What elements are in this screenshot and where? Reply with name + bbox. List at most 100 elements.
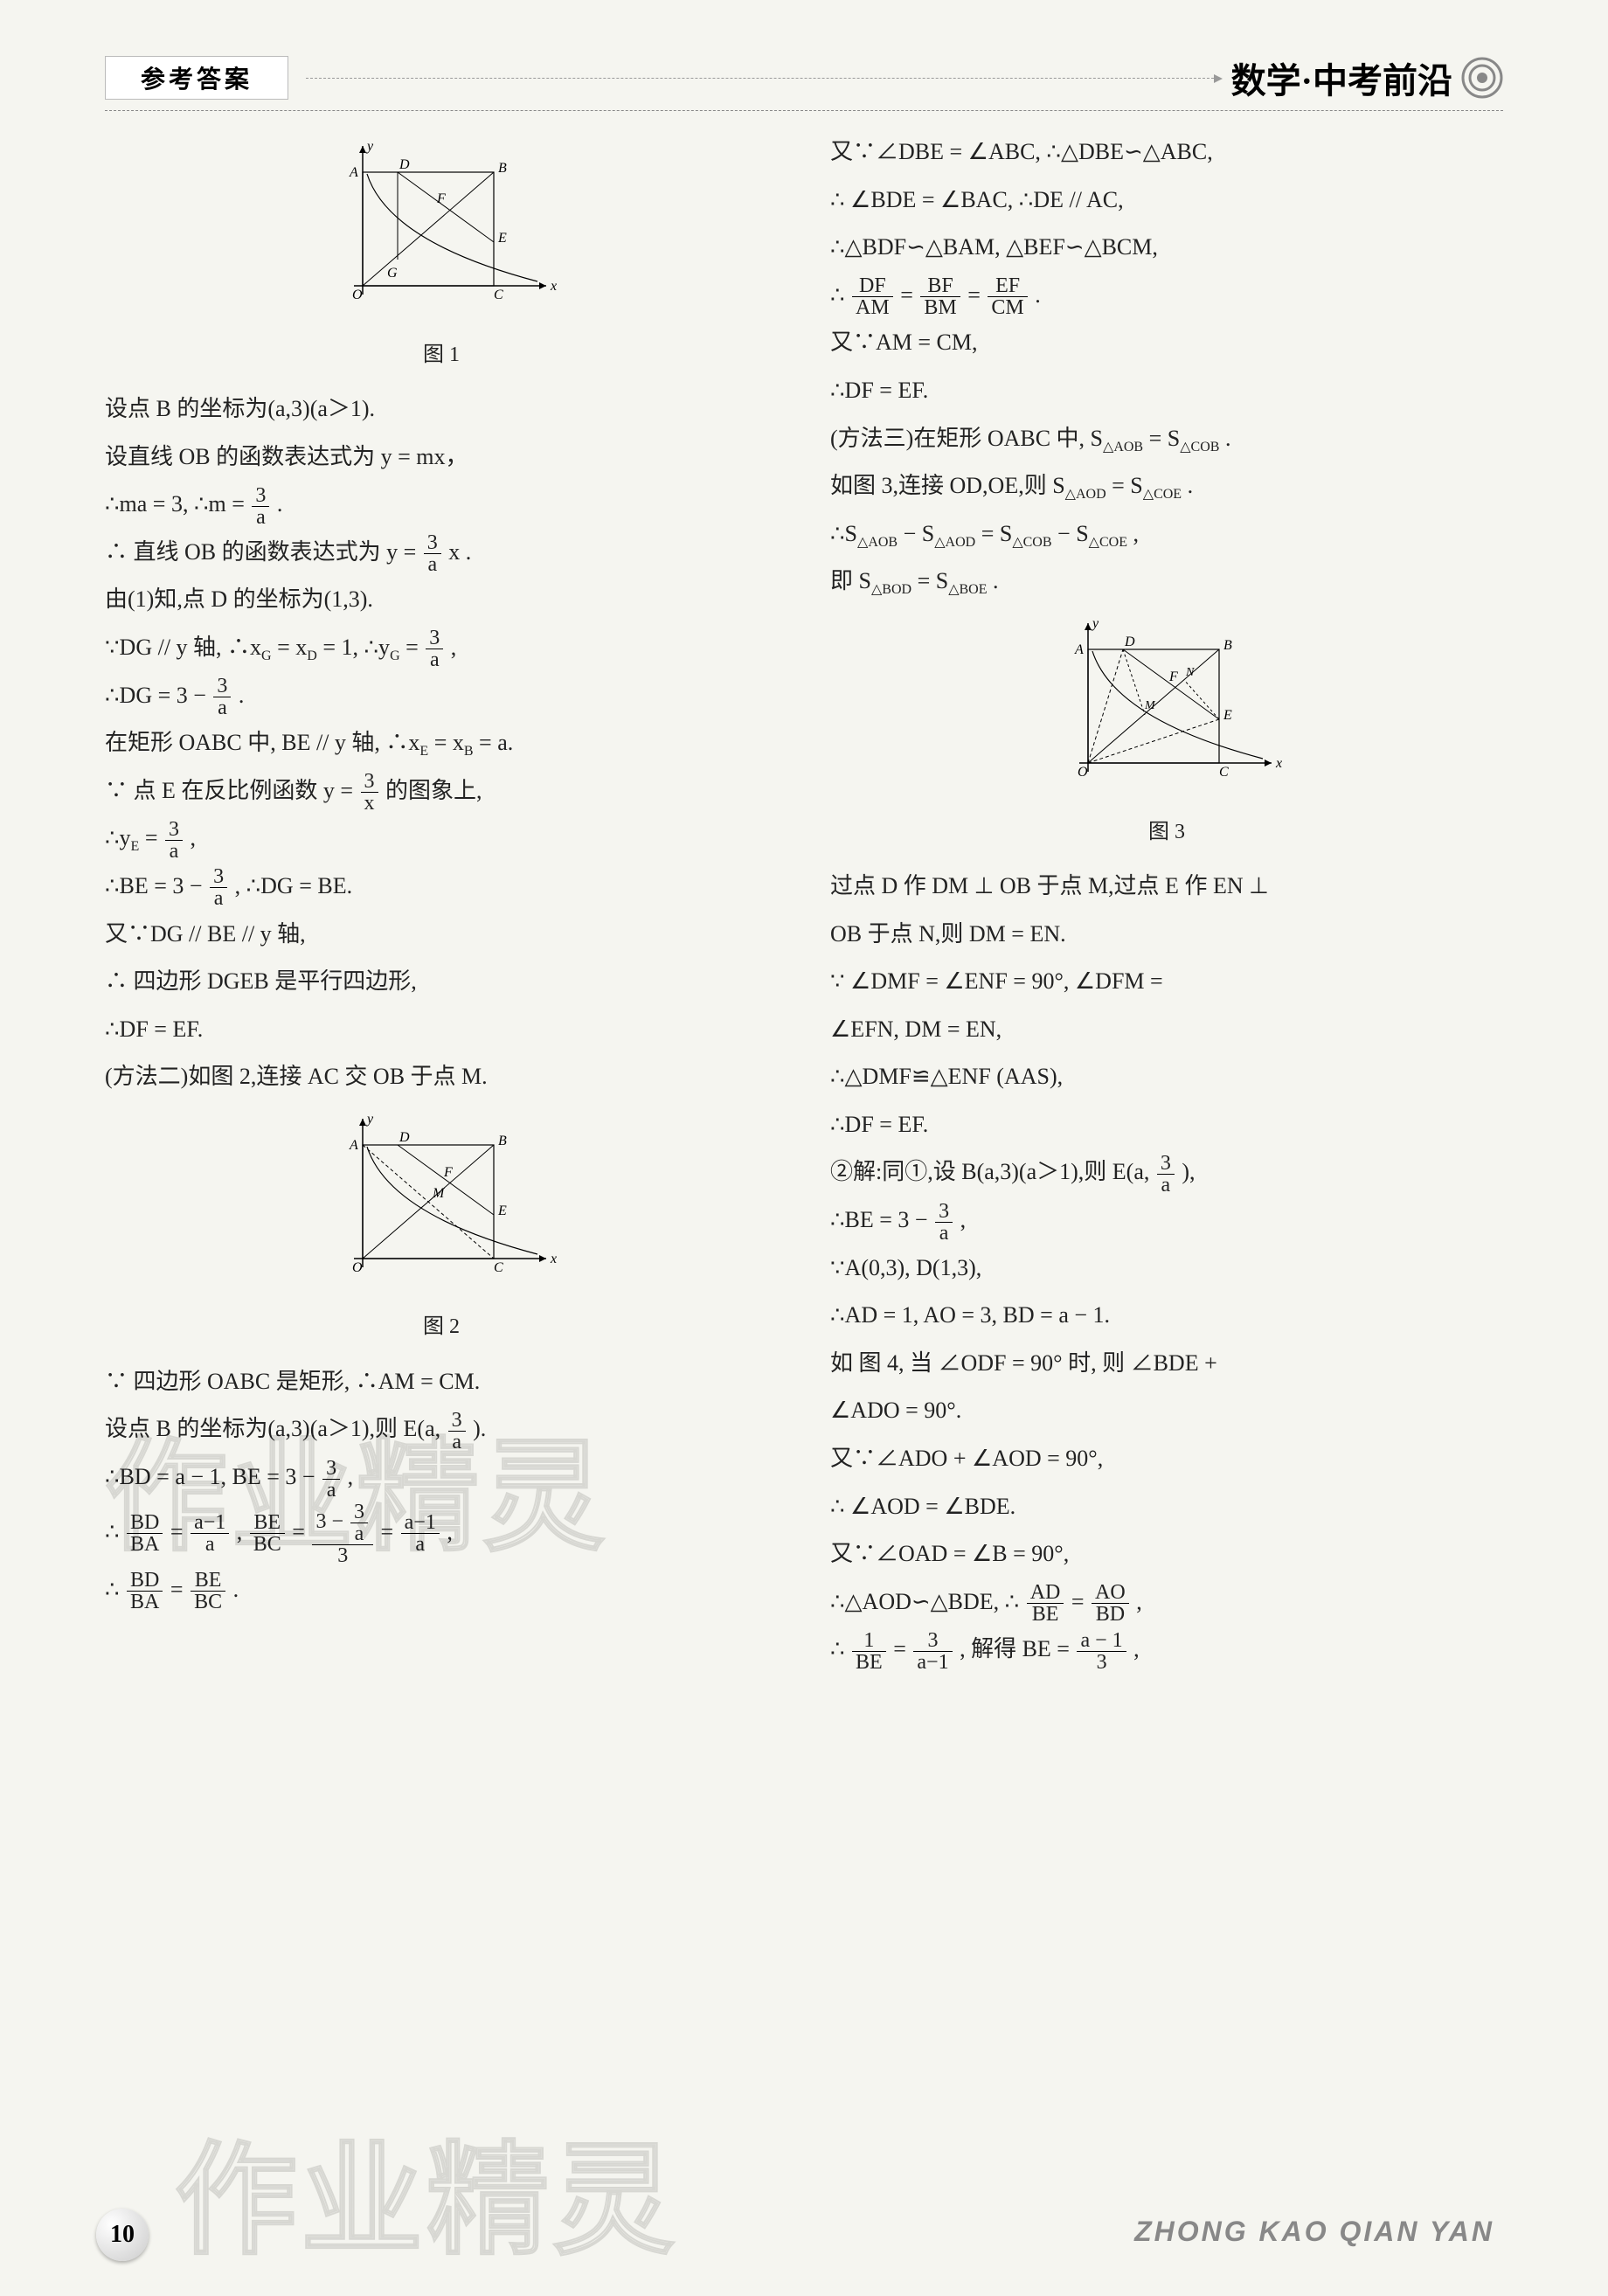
line: ∴ BDBA = a−1a , BEBC = 3 − 3a3 = a−1a , xyxy=(105,1502,778,1566)
line: 由(1)知,点 D 的坐标为(1,3). xyxy=(105,576,778,624)
svg-text:F: F xyxy=(436,191,446,206)
line: ∴△AOD∽△BDE, ∴ ADBE = AOBD , xyxy=(830,1578,1503,1627)
line: ∴AD = 1, AO = 3, BD = a − 1. xyxy=(830,1292,1503,1340)
fraction: 3a xyxy=(252,485,269,528)
figure-3: O x y A B C D E F M N 图 3 xyxy=(830,614,1503,854)
line: ∴BE = 3 − 3a , xyxy=(830,1197,1503,1245)
figure-3-svg: O x y A B C D E F M N xyxy=(1044,614,1289,789)
line: ∴ ∠BDE = ∠BAC, ∴DE // AC, xyxy=(830,177,1503,225)
header-divider xyxy=(306,78,1214,79)
header-topic: ·中考前沿 xyxy=(1301,61,1452,101)
svg-text:M: M xyxy=(1144,699,1156,712)
svg-text:D: D xyxy=(399,1130,410,1145)
svg-text:x: x xyxy=(550,279,557,294)
fraction: 3a xyxy=(448,1410,466,1453)
line: ∴yE = 3a , xyxy=(105,815,778,863)
fraction: 1BE xyxy=(852,1630,886,1673)
line: ∵DG // y 轴, ∴xG = xD = 1, ∴yG = 3a , xyxy=(105,624,778,672)
line: 又∵∠ADO + ∠AOD = 90°, xyxy=(830,1435,1503,1483)
fraction: EFCM xyxy=(988,275,1027,318)
line: (方法三)在矩形 OABC 中, S△AOB = S△COB . xyxy=(830,415,1503,463)
svg-text:F: F xyxy=(1168,669,1178,684)
fraction: a−1a xyxy=(401,1512,440,1555)
line: ∴DF = EF. xyxy=(105,1006,778,1054)
line: 设点 B 的坐标为(a,3)(a＞1). xyxy=(105,385,778,434)
line: ∠EFN, DM = EN, xyxy=(830,1006,1503,1054)
watermark-2: 作业精灵 xyxy=(175,2102,678,2279)
line: ∵ 四边形 OABC 是矩形, ∴AM = CM. xyxy=(105,1358,778,1406)
svg-text:A: A xyxy=(1074,642,1084,657)
svg-text:x: x xyxy=(550,1252,557,1266)
line: ∴△DMF≌△ENF (AAS), xyxy=(830,1053,1503,1101)
fraction: 3a xyxy=(935,1201,953,1244)
figure-1-svg: O x y A B C D E F G xyxy=(319,137,564,312)
line: ∴BE = 3 − 3a , ∴DG = BE. xyxy=(105,863,778,911)
fraction: BEBC xyxy=(250,1512,285,1555)
line: ∴ma = 3, ∴m = 3a . xyxy=(105,481,778,529)
svg-text:y: y xyxy=(365,1112,374,1127)
figure-2: O x y A B C D E M F 图 2 xyxy=(105,1110,778,1349)
line: 在矩形 OABC 中, BE // y 轴, ∴xE = xB = a. xyxy=(105,719,778,767)
svg-text:y: y xyxy=(1091,616,1099,631)
line: ∴ 1BE = 3a−1 , 解得 BE = a − 13 , xyxy=(830,1626,1503,1674)
svg-text:D: D xyxy=(399,157,410,172)
line: 又∵AM = CM, xyxy=(830,319,1503,367)
line: 设点 B 的坐标为(a,3)(a＞1),则 E(a, 3a ). xyxy=(105,1405,778,1453)
target-icon xyxy=(1461,57,1503,99)
line: ∴DF = EF. xyxy=(830,367,1503,415)
figure-1-caption: 图 1 xyxy=(105,333,778,377)
line: ∴BD = a − 1, BE = 3 − 3a , xyxy=(105,1453,778,1502)
left-column: O x y A B C D E F G 图 1 设点 B 的坐标为(a,3)(a… xyxy=(105,128,778,1674)
svg-text:C: C xyxy=(1219,765,1229,780)
line: ∴S△AOB − S△AOD = S△COB − S△COE , xyxy=(830,510,1503,558)
line: ②解:同①,设 B(a,3)(a＞1),则 E(a, 3a ), xyxy=(830,1148,1503,1197)
fraction: ADBE xyxy=(1027,1582,1064,1625)
line: ∵ 点 E 在反比例函数 y = 3x 的图象上, xyxy=(105,767,778,815)
line: 即 S△BOD = S△BOE . xyxy=(830,558,1503,606)
svg-text:G: G xyxy=(387,266,398,281)
content-columns: O x y A B C D E F G 图 1 设点 B 的坐标为(a,3)(a… xyxy=(105,128,1503,1674)
right-column: 又∵∠DBE = ∠ABC, ∴△DBE∽△ABC, ∴ ∠BDE = ∠BAC… xyxy=(830,128,1503,1674)
svg-text:E: E xyxy=(497,231,507,246)
fraction: 3a xyxy=(424,532,441,575)
svg-text:M: M xyxy=(432,1186,446,1201)
line: ∴DF = EF. xyxy=(830,1101,1503,1149)
svg-text:O: O xyxy=(1078,765,1088,780)
header-right: 数学·中考前沿 xyxy=(1231,52,1503,103)
page-header: 参考答案 数学·中考前沿 xyxy=(105,52,1503,111)
fraction: 3 − 3a3 xyxy=(312,1502,373,1566)
fraction: 3a−1 xyxy=(913,1630,952,1673)
svg-text:y: y xyxy=(365,139,374,154)
svg-text:A: A xyxy=(349,1138,358,1153)
svg-text:C: C xyxy=(494,288,503,302)
fraction: BDBA xyxy=(127,1570,163,1613)
header-left-box: 参考答案 xyxy=(105,56,288,100)
fraction: 3a xyxy=(165,819,183,862)
line: (方法二)如图 2,连接 AC 交 OB 于点 M. xyxy=(105,1053,778,1101)
page-number: 10 xyxy=(96,2209,149,2261)
line: 设直线 OB 的函数表达式为 y = mx， xyxy=(105,434,778,482)
svg-text:N: N xyxy=(1185,666,1195,679)
fraction: 3a xyxy=(1157,1153,1175,1196)
fraction: 3x xyxy=(361,771,378,814)
figure-3-caption: 图 3 xyxy=(830,810,1503,854)
svg-text:A: A xyxy=(349,165,358,180)
fraction: 3a xyxy=(210,866,227,909)
line: ∴ DFAM = BFBM = EFCM . xyxy=(830,272,1503,320)
line: ∵A(0,3), D(1,3), xyxy=(830,1245,1503,1293)
fraction: BFBM xyxy=(920,275,960,318)
line: ∴DG = 3 − 3a . xyxy=(105,672,778,720)
line: ∴ BDBA = BEBC . xyxy=(105,1566,778,1614)
svg-text:C: C xyxy=(494,1260,503,1275)
line: 又∵DG // BE // y 轴, xyxy=(105,911,778,959)
line: ∴ 四边形 DGEB 是平行四边形, xyxy=(105,958,778,1006)
line: 又∵∠DBE = ∠ABC, ∴△DBE∽△ABC, xyxy=(830,128,1503,177)
line: 又∵∠OAD = ∠B = 90°, xyxy=(830,1530,1503,1578)
header-subject: 数学 xyxy=(1231,61,1301,101)
fraction: AOBD xyxy=(1092,1582,1129,1625)
fraction: 3a xyxy=(322,1458,340,1501)
svg-text:B: B xyxy=(498,1134,507,1148)
line: OB 于点 N,则 DM = EN. xyxy=(830,911,1503,959)
line: ∴△BDF∽△BAM, △BEF∽△BCM, xyxy=(830,224,1503,272)
svg-text:O: O xyxy=(352,288,363,302)
